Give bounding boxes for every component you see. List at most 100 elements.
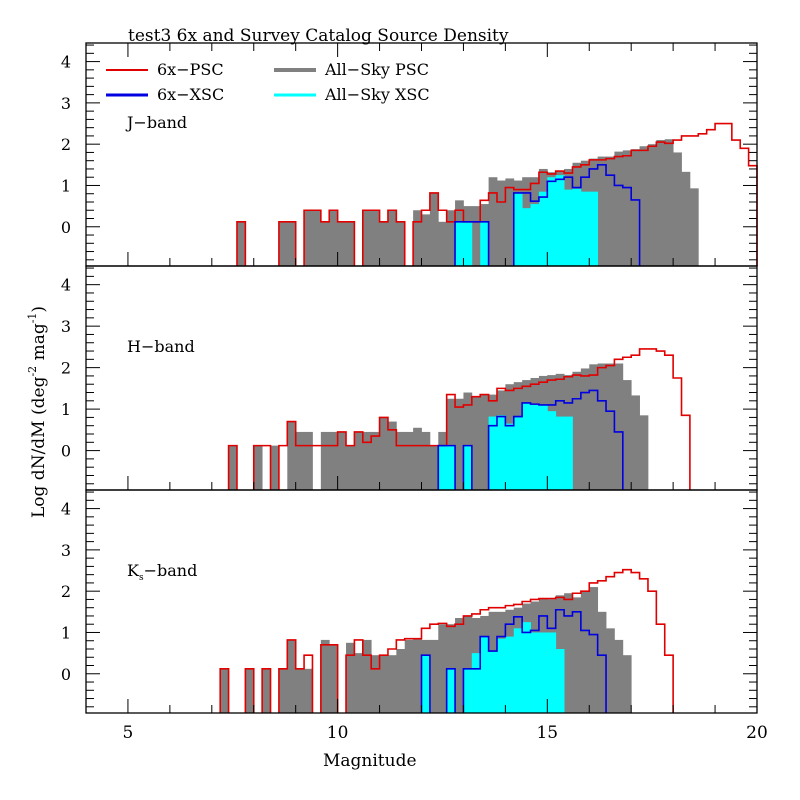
- bar-h-all-sky-psc: [446, 398, 456, 490]
- bar-h-all-sky-psc: [379, 417, 389, 490]
- step-line-ks-6x-xsc: [420, 608, 607, 713]
- bar-j-all-sky-psc: [471, 206, 481, 266]
- bar-j-all-sky-psc: [429, 192, 439, 266]
- y-tick-label: 2: [61, 359, 71, 378]
- bar-j-all-sky-xsc: [589, 191, 599, 266]
- bar-ks-all-sky-psc: [404, 639, 414, 713]
- bar-ks-all-sky-psc: [262, 668, 271, 713]
- bar-j-all-sky-psc: [312, 210, 322, 266]
- bar-h-all-sky-xsc: [505, 423, 515, 490]
- bar-h-all-sky-psc: [228, 445, 238, 490]
- bar-j-all-sky-psc: [631, 149, 640, 266]
- bar-h-all-sky-psc: [614, 363, 624, 490]
- bar-j-all-sky-xsc: [480, 221, 489, 266]
- y-axis-label-sup2: -1: [26, 313, 39, 324]
- bar-h-all-sky-psc: [421, 431, 431, 490]
- bar-j-all-sky-psc: [287, 221, 297, 266]
- bar-j-all-sky-xsc: [513, 192, 523, 266]
- bar-j-all-sky-psc: [396, 221, 406, 266]
- legend: 6x−PSC 6x−XSC All−Sky PSC All−Sky XSC: [106, 60, 430, 104]
- bar-ks-all-sky-psc: [413, 638, 422, 713]
- bar-ks-all-sky-psc: [455, 618, 464, 713]
- bar-ks-all-sky-psc: [572, 597, 582, 713]
- bar-h-all-sky-psc: [480, 394, 489, 490]
- y-axis-label: Log dN/dM (deg-2 mag-1): [26, 306, 49, 518]
- panel-label-j: J−band: [125, 113, 187, 132]
- bar-ks-all-sky-psc: [278, 668, 288, 713]
- x-axis-label: Magnitude: [323, 751, 417, 771]
- bar-ks-all-sky-psc: [379, 655, 389, 713]
- bar-ks-all-sky-xsc: [480, 636, 489, 713]
- bar-j-all-sky-psc: [379, 221, 389, 266]
- y-tick-label: 3: [61, 317, 71, 336]
- bar-h-all-sky-psc: [362, 431, 372, 490]
- bar-h-all-sky-psc: [463, 392, 473, 490]
- bar-h-all-sky-psc: [589, 364, 599, 490]
- bar-j-all-sky-psc: [597, 156, 607, 266]
- bar-j-all-sky-psc: [622, 150, 632, 266]
- bar-h-all-sky-psc: [429, 445, 439, 490]
- bar-h-all-sky-psc: [295, 431, 305, 490]
- bar-j-all-sky-psc: [664, 139, 674, 266]
- legend-label-allsky-xsc: All−Sky XSC: [324, 85, 430, 104]
- bar-ks-all-sky-psc: [346, 642, 355, 713]
- bar-j-all-sky-psc: [278, 221, 288, 266]
- bar-h-all-sky-psc: [387, 421, 397, 490]
- bar-ks-all-sky-xsc: [471, 653, 481, 713]
- bar-j-all-sky-psc: [413, 210, 422, 266]
- bar-ks-all-sky-psc: [564, 593, 573, 713]
- panel-ks: [219, 568, 674, 713]
- y-axis-label-sup1: -2: [26, 366, 39, 377]
- bar-j-all-sky-psc: [681, 171, 691, 266]
- bar-j-all-sky-psc: [446, 210, 456, 266]
- bar-j-all-sky-psc: [488, 177, 498, 266]
- bar-h-all-sky-xsc: [488, 416, 498, 490]
- bar-j-all-sky-psc: [639, 146, 649, 266]
- bar-ks-all-sky-xsc: [530, 632, 540, 713]
- bar-j-all-sky-xsc: [455, 221, 464, 266]
- bar-j-all-sky-xsc: [538, 191, 548, 266]
- bar-ks-all-sky-psc: [396, 648, 406, 713]
- bar-h-all-sky-psc: [606, 363, 615, 490]
- bar-ks-all-sky-xsc: [513, 628, 523, 713]
- bar-ks-all-sky-psc: [597, 611, 607, 713]
- bar-h-all-sky-psc: [354, 431, 364, 490]
- bar-h-all-sky-psc: [413, 427, 422, 490]
- y-tick-label: 0: [61, 442, 71, 461]
- bar-ks-all-sky-psc: [362, 639, 372, 713]
- bar-ks-all-sky-psc: [589, 587, 599, 713]
- legend-label-6x-psc: 6x−PSC: [157, 60, 224, 79]
- bar-h-all-sky-psc: [622, 380, 632, 490]
- bar-ks-all-sky-psc: [387, 655, 397, 713]
- bar-j-all-sky-psc: [673, 152, 682, 266]
- bar-h-all-sky-psc: [253, 445, 263, 490]
- bar-h-all-sky-psc: [337, 431, 347, 490]
- bar-h-all-sky-xsc: [513, 417, 523, 490]
- bar-j-all-sky-xsc: [522, 208, 531, 266]
- bar-j-all-sky-psc: [656, 140, 666, 266]
- bar-ks-all-sky-psc: [329, 644, 339, 713]
- bar-h-all-sky-psc: [572, 371, 582, 490]
- bar-j-all-sky-psc: [505, 178, 515, 266]
- bar-j-all-sky-psc: [304, 210, 313, 266]
- bar-h-all-sky-xsc: [446, 445, 456, 490]
- bar-ks-all-sky-xsc: [505, 636, 515, 713]
- step-line-j-6x-xsc: [454, 164, 641, 266]
- bar-j-all-sky-psc: [337, 221, 347, 266]
- bar-h-all-sky-psc: [404, 431, 414, 490]
- y-tick-label: 3: [61, 541, 71, 560]
- bar-j-all-sky-psc: [606, 156, 615, 266]
- bar-h-all-sky-psc: [580, 368, 590, 490]
- bar-j-all-sky-psc: [320, 221, 330, 266]
- bar-ks-all-sky-psc: [463, 615, 473, 713]
- bar-j-all-sky-psc: [329, 210, 339, 266]
- step-line-j-6x-psc: [236, 122, 758, 266]
- y-axis-label-main: Log dN/dM (deg: [29, 376, 49, 518]
- step-line-h-6x-psc: [227, 348, 691, 490]
- bar-h-all-sky-xsc: [522, 402, 531, 490]
- bar-h-all-sky-psc: [346, 445, 355, 490]
- bar-j-all-sky-xsc: [555, 175, 565, 266]
- bar-j-all-sky-xsc: [564, 189, 573, 266]
- y-tick-label: 1: [61, 176, 71, 195]
- bar-ks-all-sky-psc: [580, 591, 590, 713]
